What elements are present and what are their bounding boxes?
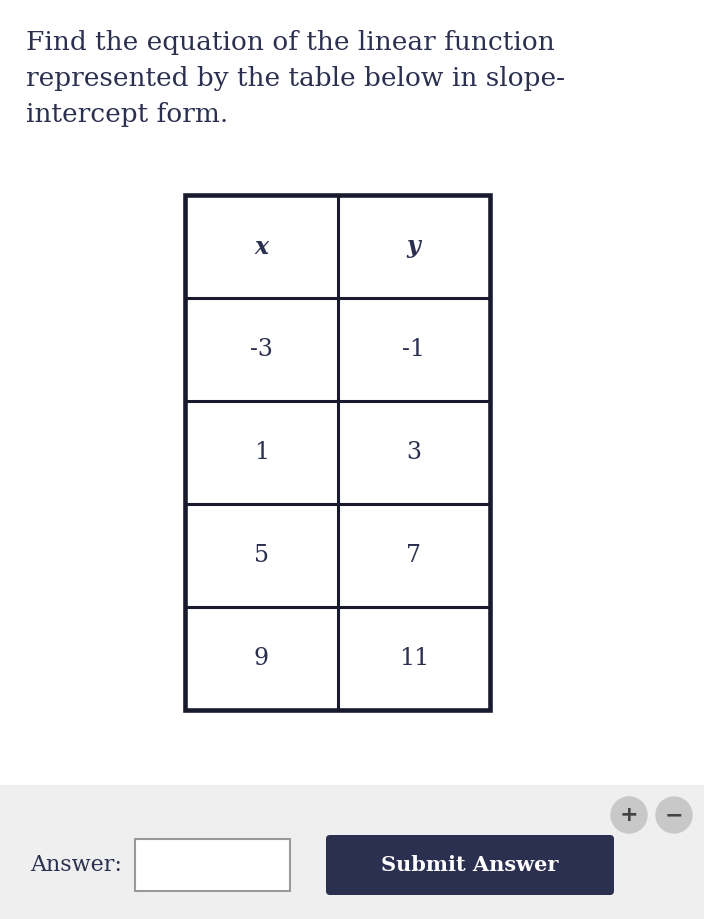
Text: y: y — [407, 234, 420, 258]
Text: Find the equation of the linear function
represented by the table below in slope: Find the equation of the linear function… — [26, 30, 565, 127]
Text: -3: -3 — [250, 338, 272, 361]
Bar — [185, 195, 490, 710]
Text: Submit Answer: Submit Answer — [382, 855, 559, 875]
Text: 11: 11 — [398, 647, 429, 670]
Circle shape — [656, 797, 692, 833]
Bar — [135, 839, 290, 891]
Text: x: x — [254, 234, 268, 258]
Text: 1: 1 — [253, 441, 269, 464]
Text: −: − — [665, 805, 684, 825]
Text: +: + — [620, 805, 639, 825]
Circle shape — [611, 797, 647, 833]
Text: 7: 7 — [406, 544, 421, 567]
FancyBboxPatch shape — [326, 835, 614, 895]
Text: 9: 9 — [253, 647, 269, 670]
Text: 3: 3 — [406, 441, 421, 464]
Text: Answer:: Answer: — [30, 854, 122, 876]
Text: -1: -1 — [402, 338, 425, 361]
Bar — [0, 785, 704, 919]
Text: 5: 5 — [253, 544, 269, 567]
